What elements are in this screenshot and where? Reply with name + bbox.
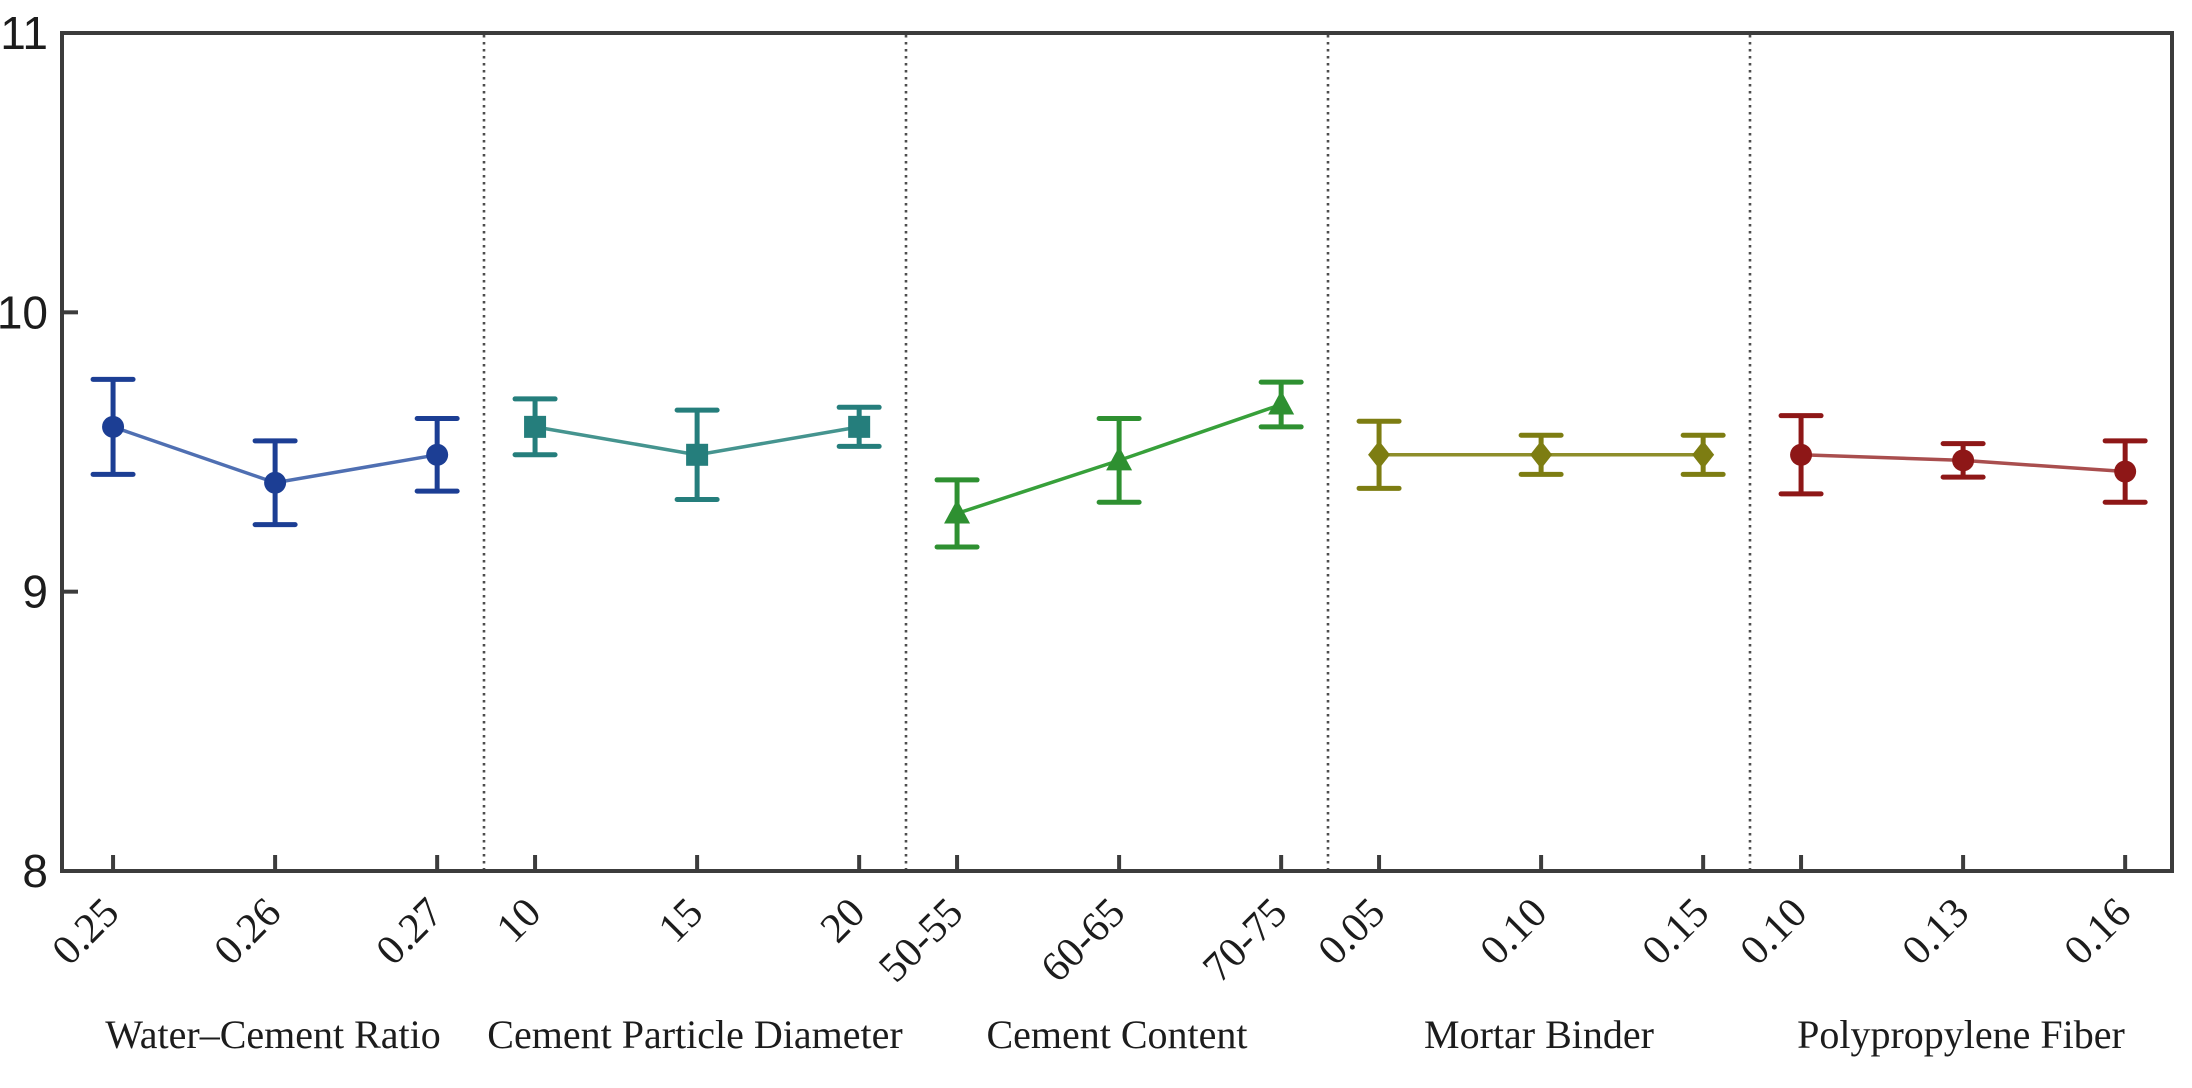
y-tick-label: 10 [0,286,48,338]
panel-separators [482,35,1752,869]
series-polypropylene-fiber: 0.10 0.13 0.16 Polypropylene Fiber [1732,413,2148,1057]
data-point-marker-diamond [1530,440,1553,469]
data-point-marker-diamond [1692,440,1715,469]
y-tick-label: 9 [22,566,48,618]
x-tick-label: 50-55 [870,890,972,992]
panel-category-label: Polypropylene Fiber [1797,1012,2125,1057]
panel-category-label: Cement Particle Diameter [487,1012,902,1057]
data-point-marker-circle [1790,443,1813,466]
x-tick-label: 0.27 [368,890,452,974]
panel-category-label: Cement Content [986,1012,1247,1057]
series-cement-content: 50-55 60-65 70-75 Cement Content [870,379,1304,1057]
y-tick-label: 11 [0,7,48,59]
x-tick-label: 0.16 [2056,890,2140,974]
series-mortar-binder: 0.05 0.10 0.15 Mortar Binder [1310,418,1726,1057]
x-tick-label: 0.15 [1634,890,1718,974]
data-point-marker-circle [102,415,125,438]
data-point-marker-square [848,415,871,438]
x-tick-label: 0.10 [1732,890,1816,974]
panel-category-label: Mortar Binder [1424,1012,1654,1057]
data-point-marker-square [524,415,547,438]
x-tick-label: 0.25 [44,890,128,974]
x-tick-label: 0.10 [1472,890,1556,974]
panel-category-label: Water–Cement Ratio [105,1012,441,1057]
x-tick-label: 70-75 [1194,890,1296,992]
x-tick-label: 10 [488,890,550,952]
y-tick-label: 8 [22,845,48,897]
data-point-marker-diamond [1368,440,1391,469]
data-point-marker-circle [264,471,287,494]
x-tick-label: 0.26 [206,890,290,974]
series-water-cement-ratio: 0.25 0.26 0.27 Water–Cement Ratio [44,376,460,1057]
x-tick-label: 60-65 [1032,890,1134,992]
data-point-marker-circle [1952,449,1975,472]
x-tick-label: 20 [812,890,874,952]
x-tick-label: 0.05 [1310,890,1394,974]
data-point-marker-triangle [1268,390,1295,415]
data-point-marker-circle [426,443,449,466]
x-tick-label: 15 [650,890,712,952]
data-point-marker-triangle [1106,446,1133,471]
x-tick-label: 0.13 [1894,890,1978,974]
plot-frame [60,31,2174,873]
y-axis: 8 9 10 11 [0,7,78,897]
data-point-marker-square [686,443,709,466]
data-point-marker-circle [2114,460,2137,483]
series-cement-particle-diameter: 10 15 20 Cement Particle Diameter [487,396,903,1057]
data-point-marker-triangle [944,499,971,524]
